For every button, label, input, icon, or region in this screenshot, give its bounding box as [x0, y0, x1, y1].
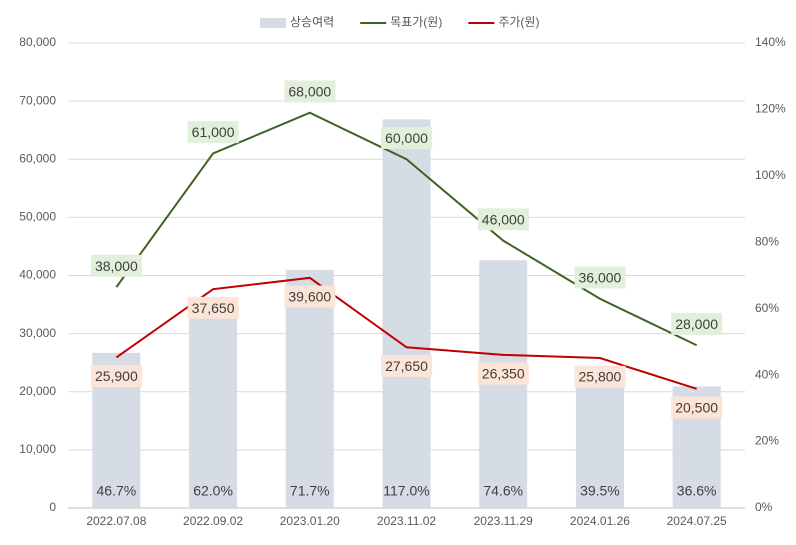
x-tick-label: 2023.11.02: [377, 514, 436, 528]
y-tick-label: 0: [49, 500, 56, 514]
x-tick-label: 2024.01.26: [570, 514, 630, 528]
label-box: [187, 296, 239, 319]
line-value-label: 25,800: [579, 369, 622, 385]
bar-value-label: 62.0%: [193, 483, 233, 499]
y-tick-label: 30,000: [19, 326, 56, 340]
x-tick-label: 2023.11.29: [474, 514, 533, 528]
label-box: [477, 208, 529, 231]
bar-value-label: 74.6%: [483, 483, 523, 499]
bar: [575, 376, 624, 508]
label-box: [90, 365, 142, 388]
bar-value-label: 39.5%: [580, 483, 620, 499]
line-value-label: 38,000: [95, 258, 138, 274]
label-box: [477, 362, 529, 385]
y-tick-label: 20,000: [19, 384, 56, 398]
y2-tick-label: 20%: [755, 434, 779, 448]
y2-tick-label: 80%: [755, 234, 779, 248]
y2-tick-label: 100%: [755, 168, 786, 182]
y-tick-label: 10,000: [19, 442, 56, 456]
label-box: [284, 285, 336, 308]
legend-label: 목표가(원): [390, 15, 442, 29]
line-value-label: 28,000: [675, 316, 718, 332]
line-value-label: 68,000: [288, 83, 331, 99]
label-box: [381, 126, 433, 149]
label-box: [574, 266, 626, 289]
bar-value-label: 46.7%: [97, 483, 137, 499]
y-tick-label: 70,000: [19, 93, 56, 107]
x-tick-label: 2024.07.25: [667, 514, 727, 528]
bar-value-label: 36.6%: [677, 483, 717, 499]
line-value-label: 36,000: [579, 269, 622, 285]
line-value-label: 26,350: [482, 366, 525, 382]
line-value-label: 20,500: [675, 400, 718, 416]
label-box: [381, 354, 433, 377]
bar: [285, 269, 334, 508]
bar-value-label: 117.0%: [383, 483, 429, 499]
y2-tick-label: 140%: [755, 35, 786, 49]
line-value-label: 27,650: [385, 358, 428, 374]
bar: [189, 302, 238, 508]
y-tick-label: 50,000: [19, 210, 56, 224]
bar-value-label: 71.7%: [290, 483, 330, 499]
x-tick-label: 2022.07.08: [86, 514, 146, 528]
legend-label: 상승여력: [290, 15, 334, 29]
label-box: [671, 312, 723, 335]
line: [115, 276, 697, 390]
label-box: [574, 365, 626, 388]
label-box: [187, 121, 239, 144]
bar: [382, 119, 431, 509]
line: [115, 111, 698, 347]
label-box: [90, 254, 142, 277]
x-tick-label: 2022.09.02: [183, 514, 243, 528]
x-tick-label: 2023.01.20: [280, 514, 340, 528]
y-tick-label: 80,000: [19, 35, 56, 49]
line-value-label: 60,000: [385, 130, 428, 146]
line-value-label: 25,900: [95, 368, 138, 384]
y2-tick-label: 40%: [755, 367, 779, 381]
y2-tick-label: 60%: [755, 301, 779, 315]
y2-tick-label: 120%: [755, 102, 786, 116]
line-value-label: 46,000: [482, 211, 525, 227]
y2-tick-label: 0%: [755, 500, 773, 514]
label-box: [671, 396, 723, 419]
label-box: [284, 80, 336, 103]
legend-swatch: [260, 18, 286, 28]
line-value-label: 37,650: [192, 300, 235, 316]
legend-label: 주가(원): [498, 15, 539, 29]
line-value-label: 39,600: [288, 289, 331, 305]
line-value-label: 61,000: [192, 124, 235, 140]
y-tick-label: 40,000: [19, 268, 56, 282]
y-tick-label: 60,000: [19, 151, 56, 165]
